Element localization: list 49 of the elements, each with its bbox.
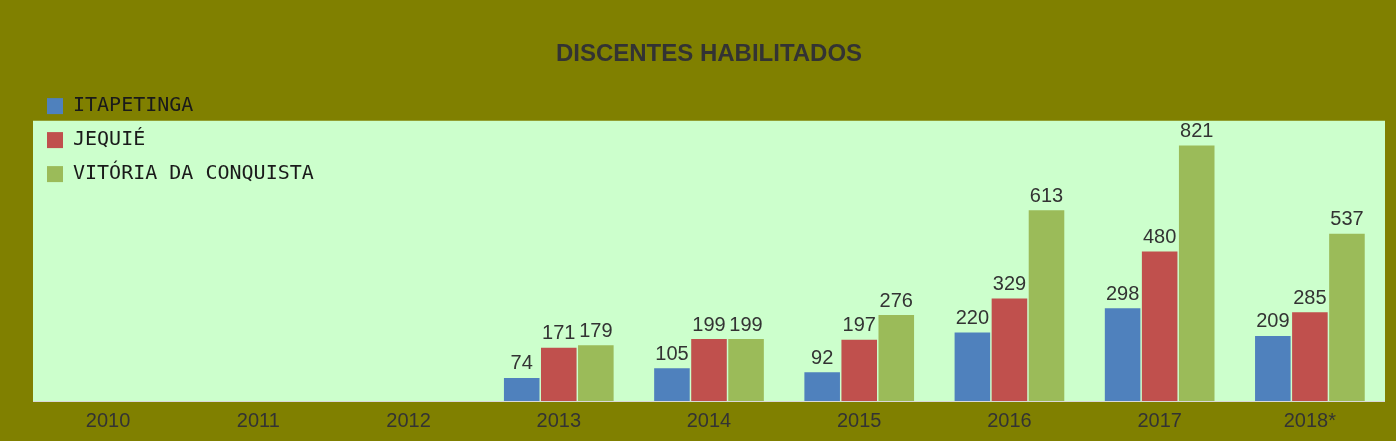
legend-label: ITAPETINGA bbox=[73, 92, 194, 117]
x-tick-label: 2015 bbox=[836, 408, 882, 431]
bar bbox=[654, 368, 690, 401]
bar bbox=[503, 377, 540, 401]
data-label: 220 bbox=[955, 306, 990, 329]
data-label: 276 bbox=[879, 288, 913, 311]
data-label: 74 bbox=[510, 351, 533, 374]
bar bbox=[1329, 233, 1365, 401]
x-tick-label: 2012 bbox=[386, 408, 431, 431]
data-label: 105 bbox=[655, 341, 689, 364]
data-label: 92 bbox=[811, 345, 834, 368]
bar bbox=[578, 345, 614, 401]
x-tick-label: 2010 bbox=[85, 408, 131, 431]
data-label: 197 bbox=[842, 313, 876, 336]
bar bbox=[1028, 210, 1065, 401]
data-label: 298 bbox=[1105, 281, 1140, 304]
bar bbox=[878, 315, 915, 401]
bar bbox=[540, 347, 577, 401]
chart-title: DISCENTES HABILITADOS bbox=[555, 39, 863, 67]
x-tick-label: 2016 bbox=[987, 408, 1032, 431]
bar bbox=[1178, 145, 1215, 401]
data-label: 285 bbox=[1293, 285, 1327, 308]
bar bbox=[1141, 251, 1178, 401]
data-label: 199 bbox=[692, 312, 726, 335]
bar bbox=[691, 339, 727, 401]
data-label: 209 bbox=[1256, 309, 1290, 332]
bar bbox=[991, 298, 1028, 401]
legend-label: JEQUIÉ bbox=[73, 126, 146, 151]
bar bbox=[954, 332, 991, 401]
data-label: 199 bbox=[729, 312, 763, 335]
data-label: 537 bbox=[1330, 207, 1364, 230]
bar bbox=[1292, 312, 1328, 401]
x-tick-label: 2011 bbox=[236, 408, 280, 431]
bar bbox=[804, 372, 840, 401]
data-label: 179 bbox=[579, 318, 613, 341]
data-label: 329 bbox=[992, 272, 1027, 295]
x-tick-label: 2017 bbox=[1137, 408, 1182, 431]
x-tick-label: 2013 bbox=[536, 408, 582, 431]
legend-label: VITÓRIA DA CONQUISTA bbox=[73, 160, 314, 185]
bar bbox=[841, 339, 878, 401]
bar bbox=[1255, 335, 1291, 401]
data-label: 821 bbox=[1180, 118, 1214, 141]
bar bbox=[728, 339, 764, 401]
x-tick-label: 2014 bbox=[686, 408, 732, 431]
data-label: 613 bbox=[1029, 183, 1064, 206]
bar bbox=[1104, 308, 1141, 401]
x-tick-label: 2018* bbox=[1283, 408, 1337, 431]
data-label: 171 bbox=[542, 321, 576, 344]
data-label: 480 bbox=[1142, 225, 1177, 248]
